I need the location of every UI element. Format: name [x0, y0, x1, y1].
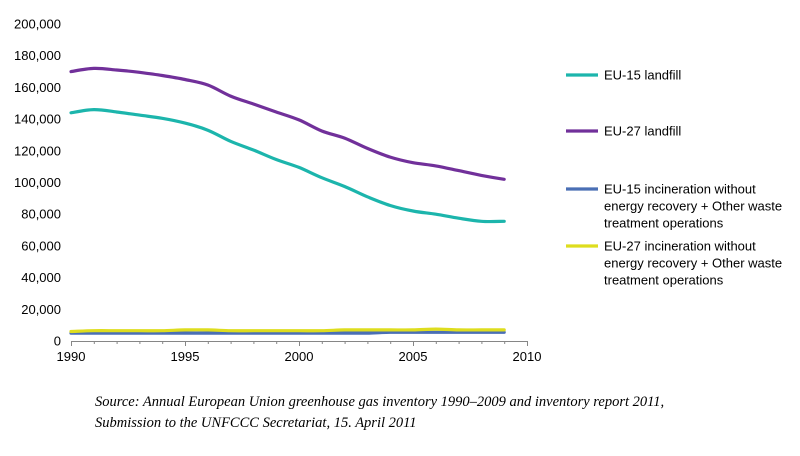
- y-tick-label: 160,000: [14, 80, 61, 95]
- legend-label-eu15-incineration: treatment operations: [604, 216, 724, 231]
- series-line-eu15-landfill: [69, 107, 506, 224]
- legend-label-eu27-incineration: EU-27 incineration without: [604, 239, 756, 254]
- y-tick-label: 140,000: [14, 112, 61, 127]
- y-tick-label: 60,000: [21, 238, 61, 253]
- landfill-emissions-chart: 0 20,000 40,000 60,000 80,000 100,000 120,000 1…: [14, 17, 782, 365]
- source-line-1: Source: Annual European Union greenhouse…: [95, 394, 665, 410]
- y-tick-label: 180,000: [14, 48, 61, 63]
- y-tick-label: 100,000: [14, 175, 61, 190]
- series-lines: [69, 66, 506, 335]
- y-tick-label: 120,000: [14, 143, 61, 158]
- x-tick-label: 2005: [399, 349, 428, 364]
- legend-label-eu27-incineration: energy recovery + Other waste: [604, 256, 782, 271]
- series-line-eu27-incineration: [69, 327, 506, 334]
- x-tick-label: 2000: [285, 349, 314, 364]
- y-tick-label: 40,000: [21, 270, 61, 285]
- source-line-2: Submission to the UNFCCC Secretariat, 15…: [95, 415, 417, 431]
- series-line-eu27-landfill: [69, 66, 506, 181]
- x-axis-tick-labels: 1990 1995 2000 2005 2010: [57, 349, 542, 364]
- legend-label-eu15-incineration: energy recovery + Other waste: [604, 199, 782, 214]
- x-axis: [71, 341, 528, 346]
- legend-label-eu27-incineration: treatment operations: [604, 273, 724, 288]
- x-tick-label: 2010: [513, 349, 542, 364]
- y-tick-label: 20,000: [21, 302, 61, 317]
- legend-label-eu15-landfill: EU-15 landfill: [604, 68, 681, 83]
- y-tick-label: 0: [54, 334, 61, 349]
- y-axis-tick-labels: 0 20,000 40,000 60,000 80,000 100,000 120,000 1…: [14, 17, 61, 349]
- series-line-eu15-incineration: [69, 330, 506, 335]
- y-tick-label: 200,000: [14, 17, 61, 32]
- legend-label-eu15-incineration: EU-15 incineration without: [604, 182, 756, 197]
- legend-label-eu27-landfill: EU-27 landfill: [604, 124, 681, 139]
- x-tick-label: 1990: [57, 349, 86, 364]
- source-note: Source: Annual European Union greenhouse…: [95, 392, 775, 434]
- x-tick-label: 1995: [171, 349, 200, 364]
- y-tick-label: 80,000: [21, 207, 61, 222]
- legend: EU-15 landfill EU-27 landfill EU-15 incine…: [566, 68, 782, 288]
